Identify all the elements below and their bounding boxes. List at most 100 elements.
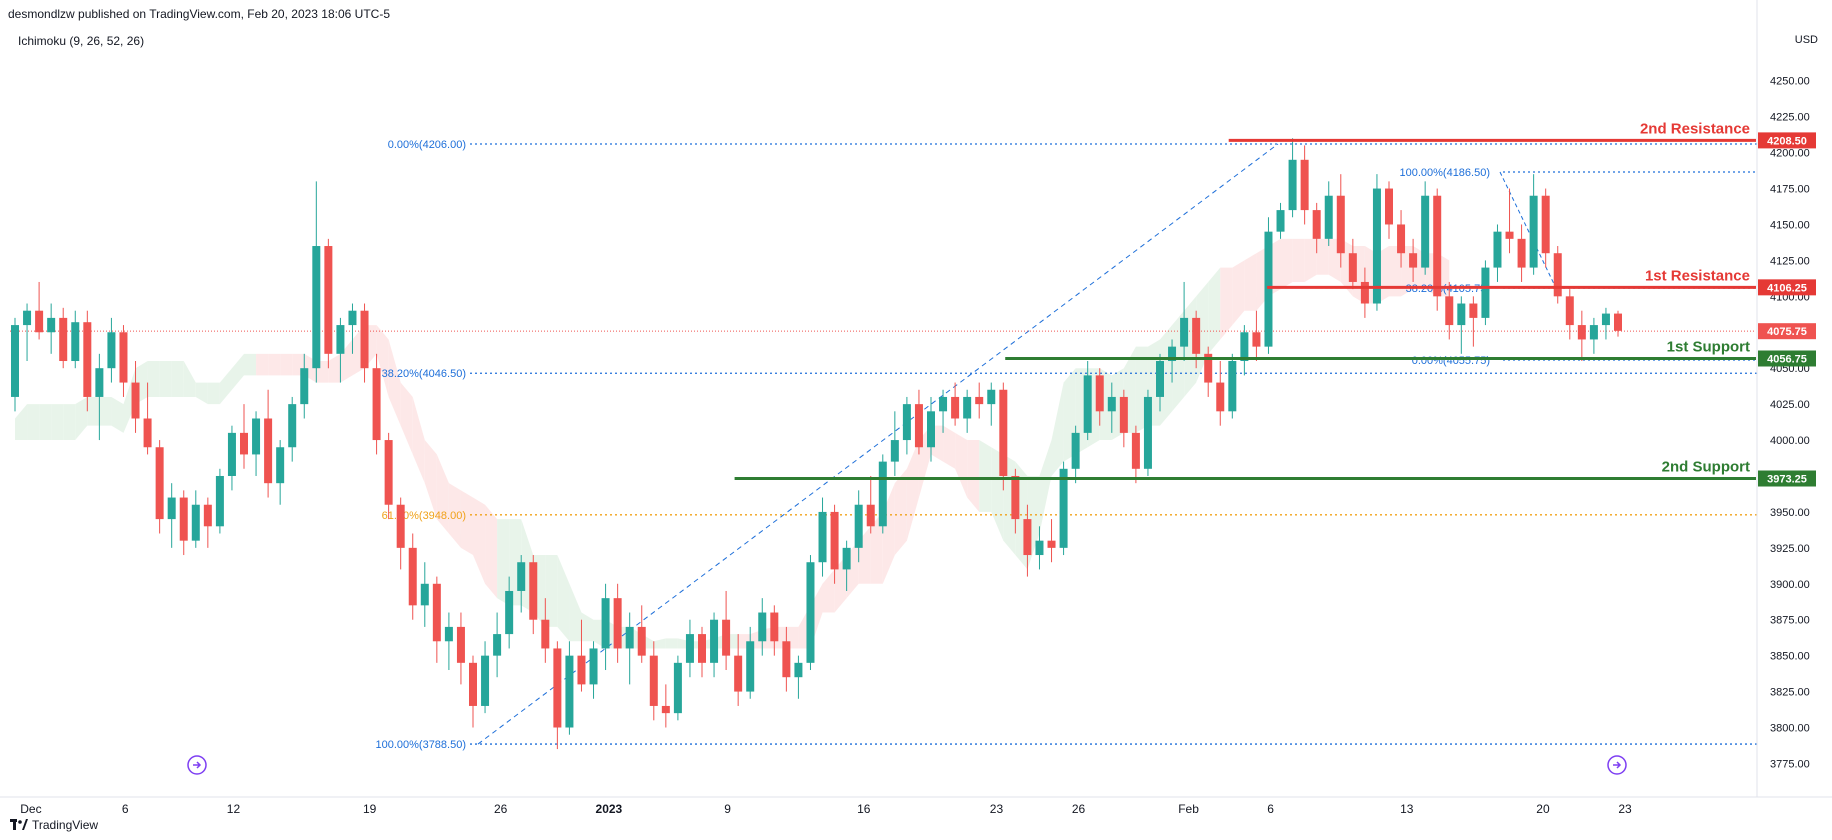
- candle-body: [167, 497, 176, 520]
- candle-body: [794, 662, 803, 678]
- ichimoku-cloud-segment: [63, 404, 76, 441]
- ichimoku-cloud-segment: [581, 612, 594, 642]
- y-tick-label: 4025.00: [1770, 399, 1810, 411]
- candle-body: [975, 396, 984, 405]
- price-tag-bg: [1758, 470, 1816, 487]
- candle-body: [396, 504, 405, 548]
- ichimoku-cloud-segment: [207, 382, 220, 405]
- tradingview-logo[interactable]: TradingView: [10, 818, 98, 832]
- candle-body: [240, 432, 248, 455]
- candle-body: [625, 626, 634, 649]
- candle-body: [1577, 325, 1586, 340]
- candle-body: [1156, 361, 1164, 397]
- candle-body: [842, 547, 851, 570]
- x-tick-label: 26: [494, 802, 508, 816]
- candle-body: [1180, 317, 1189, 347]
- ichimoku-cloud-segment: [159, 361, 172, 397]
- candle-body: [734, 655, 743, 692]
- ichimoku-cloud-segment: [943, 425, 956, 469]
- candle-body: [264, 418, 273, 484]
- fib-level-label: 0.00%(4206.00): [388, 139, 466, 151]
- indicator-label[interactable]: Ichimoku (9, 26, 52, 26): [18, 34, 145, 48]
- x-tick-label: 2023: [596, 802, 623, 816]
- candle-body: [179, 497, 188, 541]
- ichimoku-cloud-segment: [183, 361, 196, 397]
- candle-body: [710, 619, 719, 663]
- ichimoku-cloud-segment: [171, 361, 184, 397]
- support-name: 2nd Support: [1662, 459, 1750, 476]
- y-tick-label: 4000.00: [1770, 435, 1810, 447]
- candle-body: [1565, 296, 1574, 326]
- candle-body: [1143, 396, 1152, 469]
- tradingview-icon: [10, 819, 28, 830]
- candle-body: [1083, 375, 1092, 433]
- candle-body: [1421, 195, 1430, 268]
- candle-body: [1385, 188, 1393, 225]
- y-tick-label: 3875.00: [1770, 615, 1810, 627]
- candle-body: [1541, 195, 1550, 254]
- y-tick-label: 4150.00: [1770, 219, 1810, 231]
- candle-body: [384, 440, 393, 505]
- y-tick-label: 3825.00: [1770, 687, 1810, 699]
- x-tick-label: 16: [857, 802, 871, 816]
- x-tick-label: 23: [990, 802, 1004, 816]
- ichimoku-cloud-segment: [15, 404, 28, 441]
- candle-body: [1553, 253, 1562, 297]
- candle-body: [324, 246, 333, 354]
- candle-body: [1204, 353, 1213, 383]
- publish-info: desmondlzw published on TradingView.com,…: [8, 7, 391, 21]
- candle-body: [1433, 195, 1442, 297]
- candle-body: [1336, 195, 1345, 254]
- ichimoku-cloud-segment: [955, 432, 968, 498]
- candle-body: [770, 612, 779, 642]
- ichimoku-cloud-segment: [979, 440, 992, 512]
- candle-body: [1481, 267, 1490, 318]
- candle-body: [818, 511, 827, 563]
- candle-body: [1023, 519, 1032, 556]
- x-tick-label: 19: [363, 802, 377, 816]
- candle-body: [203, 504, 212, 527]
- candle-body: [469, 662, 477, 706]
- y-tick-label: 3950.00: [1770, 507, 1810, 519]
- candle-body: [348, 310, 357, 326]
- candle-body: [758, 612, 767, 642]
- candle-body: [1228, 361, 1237, 412]
- candle-body: [939, 396, 948, 412]
- candle-body: [59, 317, 68, 362]
- candle-body: [1505, 231, 1514, 239]
- ichimoku-cloud-segment: [388, 339, 401, 426]
- ichimoku-cloud-segment: [1304, 238, 1317, 282]
- x-tick-label: 23: [1618, 802, 1632, 816]
- candle-body: [806, 562, 815, 663]
- candle-body: [71, 322, 80, 362]
- candle-body: [215, 475, 224, 527]
- ichimoku-cloud-segment: [822, 569, 835, 613]
- candle-body: [1216, 382, 1225, 412]
- candle-body: [746, 641, 755, 692]
- price-tag-bg: [1758, 132, 1816, 149]
- candle-body: [589, 648, 598, 685]
- candle-body: [553, 648, 562, 728]
- ichimoku-cloud-segment: [1316, 238, 1329, 275]
- candle-body: [878, 461, 887, 527]
- x-tick-label: 9: [724, 802, 731, 816]
- candle-body: [1469, 303, 1478, 318]
- candle-body: [601, 598, 610, 649]
- candle-body: [300, 368, 309, 405]
- candle-body: [661, 705, 670, 714]
- ichimoku-cloud-segment: [906, 440, 919, 541]
- y-tick-label: 4125.00: [1770, 255, 1810, 267]
- ichimoku-cloud-segment: [195, 382, 208, 405]
- candle-body: [372, 368, 381, 441]
- candle-body: [1264, 231, 1273, 347]
- y-tick-label: 3900.00: [1770, 579, 1810, 591]
- fib-level-label: 61.80%(3948.00): [382, 510, 466, 522]
- ichimoku-cloud-segment: [448, 483, 461, 548]
- ichimoku-cloud-segment: [1220, 267, 1233, 340]
- candle-body: [1348, 253, 1357, 282]
- fib-level-label: 38.20%(4046.50): [382, 368, 466, 380]
- resistance-name: 2nd Resistance: [1640, 120, 1750, 137]
- candle-body: [637, 626, 646, 656]
- fib-level-label: 100.00%(3788.50): [375, 739, 466, 751]
